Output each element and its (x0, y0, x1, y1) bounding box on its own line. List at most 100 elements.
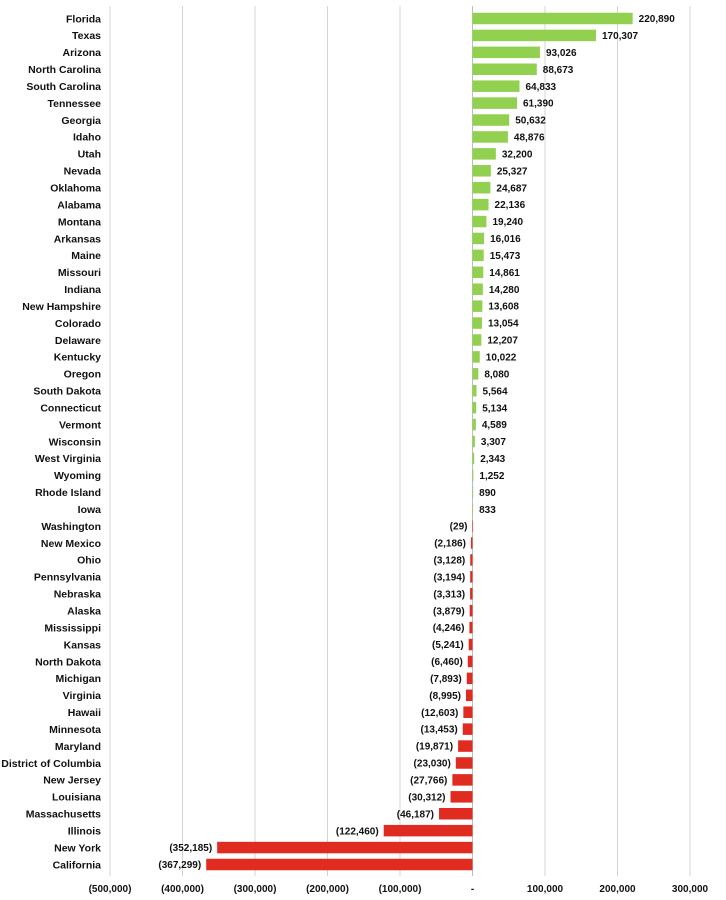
bar (463, 706, 473, 718)
value-label: 12,207 (487, 336, 518, 347)
value-label: (7,893) (430, 674, 462, 685)
value-label: (6,460) (431, 657, 463, 668)
category-label: New Jersey (43, 775, 101, 787)
bar (466, 672, 473, 685)
bar (472, 418, 476, 431)
value-label: (30,312) (408, 792, 445, 803)
value-label: 19,240 (492, 217, 523, 228)
category-label: Hawaii (68, 707, 101, 719)
bar (455, 757, 473, 769)
category-label: Ohio (77, 555, 101, 567)
bar (472, 351, 480, 363)
bar (472, 283, 483, 295)
category-label: Montana (58, 216, 101, 228)
category-label: Oklahoma (50, 183, 101, 195)
value-label: 833 (479, 505, 496, 516)
bar (472, 148, 496, 160)
category-label: Oregon (64, 369, 101, 381)
value-label: (2,186) (434, 539, 466, 550)
category-label: Florida (66, 13, 101, 25)
category-label: New Mexico (41, 538, 101, 550)
category-label: Minnesota (49, 724, 101, 736)
x-tick-label: (500,000) (89, 884, 132, 895)
value-label: 64,833 (526, 82, 557, 93)
x-tick-label: 100,000 (527, 884, 564, 895)
bar (462, 723, 473, 735)
bars (206, 12, 633, 871)
category-label: Missouri (58, 267, 101, 279)
bar (458, 740, 473, 752)
value-label: (46,187) (397, 809, 434, 820)
category-label: West Virginia (35, 453, 101, 465)
value-label: 1,252 (479, 471, 504, 482)
value-label: 3,307 (481, 437, 506, 448)
value-label: (367,299) (158, 860, 201, 871)
value-label: 4,589 (482, 420, 507, 431)
category-label: Rhode Island (35, 487, 101, 499)
bar (469, 604, 473, 617)
value-label: 50,632 (515, 116, 546, 127)
bar (472, 198, 489, 211)
value-label: (12,603) (421, 708, 458, 719)
bar (472, 486, 474, 499)
value-label: (122,460) (336, 826, 379, 837)
bar (470, 537, 473, 549)
category-label: Illinois (68, 825, 101, 837)
bar (469, 621, 473, 634)
value-label: (5,241) (432, 640, 464, 651)
x-axis-ticks: (500,000) (400,000) (300,000) (200,000) (100… (89, 884, 709, 895)
value-label: 14,861 (489, 268, 520, 279)
bar (472, 12, 633, 25)
value-label: 170,307 (602, 31, 639, 42)
category-label: Kansas (64, 639, 102, 651)
value-label: (29) (450, 522, 468, 533)
category-label: Nebraska (54, 589, 101, 601)
category-label: Georgia (61, 115, 101, 127)
bar (439, 807, 473, 820)
bar (472, 165, 491, 177)
x-tick-label: (400,000) (161, 884, 204, 895)
category-label: Connecticut (40, 402, 101, 414)
bar (472, 384, 477, 397)
value-label: 32,200 (502, 149, 533, 160)
bar (472, 266, 484, 279)
bar (470, 554, 473, 566)
category-label: New Hampshire (22, 301, 101, 313)
value-label: (3,313) (433, 589, 465, 600)
value-label: 5,134 (482, 403, 507, 414)
bar (450, 791, 473, 803)
bar (452, 774, 473, 786)
bar (472, 503, 474, 515)
category-label: Alabama (57, 199, 101, 211)
bar (472, 63, 537, 76)
category-label: Arkansas (54, 233, 101, 245)
category-label: Virginia (63, 690, 101, 702)
category-label: Alaska (67, 606, 101, 618)
x-tick-label: (300,000) (234, 884, 277, 895)
value-label: 88,673 (543, 65, 574, 76)
value-label: 24,687 (496, 183, 527, 194)
bar (472, 232, 485, 245)
category-label: Delaware (55, 335, 101, 347)
value-label: 13,608 (488, 302, 519, 313)
bar (472, 300, 483, 312)
value-label: 14,280 (489, 285, 520, 296)
x-tick-label: (200,000) (306, 884, 349, 895)
value-label: 2,343 (480, 454, 505, 465)
bar (472, 131, 508, 143)
value-label: (13,453) (420, 725, 457, 736)
value-label: (3,128) (434, 556, 466, 567)
category-label: Iowa (78, 504, 101, 516)
bar (472, 29, 596, 42)
bar (472, 368, 479, 380)
bar (465, 689, 473, 702)
category-label: North Carolina (28, 64, 101, 76)
gridlines (109, 6, 691, 876)
bar (472, 114, 510, 126)
category-label: California (53, 859, 102, 871)
category-label: Indiana (64, 284, 101, 296)
category-label: Idaho (73, 132, 101, 144)
category-label: Kentucky (54, 352, 101, 364)
value-label: (3,194) (433, 572, 465, 583)
category-label: District of Columbia (1, 758, 101, 770)
